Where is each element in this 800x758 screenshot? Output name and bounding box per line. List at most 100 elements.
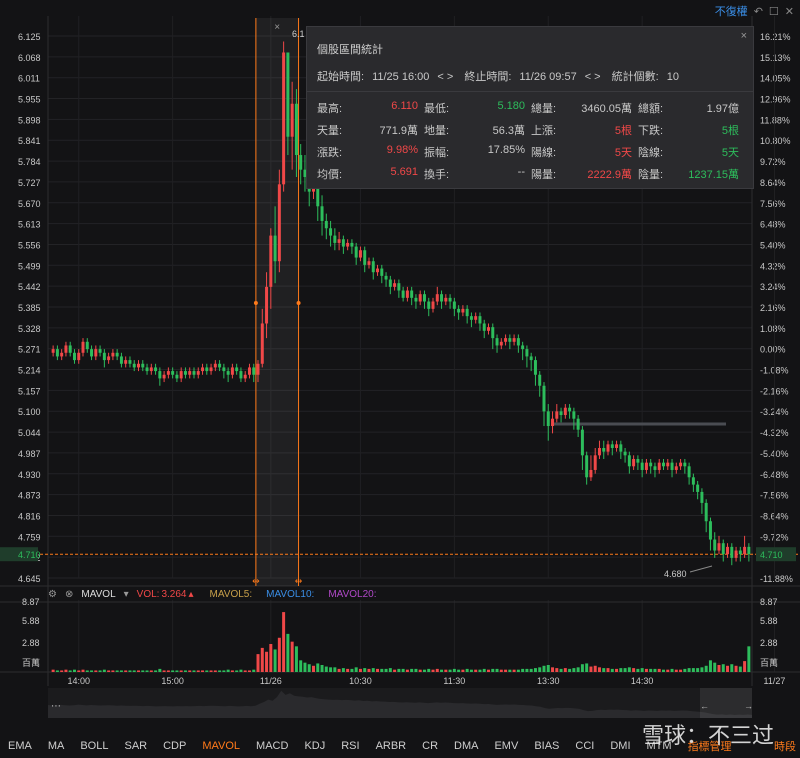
percent-tick-label: 4.32% [760, 261, 786, 271]
adjust-mode-link[interactable]: 不復權 [714, 6, 748, 18]
tab-kdj[interactable]: KDJ [304, 740, 326, 752]
tab-macd[interactable]: MACD [256, 740, 289, 752]
tab-boll[interactable]: BOLL [80, 740, 109, 752]
candle-body [457, 308, 461, 313]
tab-emv[interactable]: EMV [494, 740, 519, 752]
volume-bar [708, 660, 712, 672]
candle-body [239, 371, 243, 379]
stats-key: 最高: [317, 103, 343, 115]
candle-body [662, 462, 665, 467]
price-tick-label: 4.816 [18, 511, 41, 521]
candle-body [465, 308, 469, 317]
volume-bar [602, 668, 606, 672]
candle-body [320, 206, 324, 221]
tab-cr[interactable]: CR [422, 740, 439, 752]
tab-arbr[interactable]: ARBR [375, 740, 407, 752]
volume-bar [85, 670, 89, 672]
candle-body [107, 356, 111, 361]
gear-icon[interactable]: ⚙ [48, 589, 57, 600]
stats-cell: 陰量: 1237.15萬 [638, 166, 745, 182]
close-icon[interactable]: × [740, 30, 747, 42]
candle-body [384, 275, 388, 280]
selection-drag-icon: ⇹ [295, 576, 303, 586]
volume-tick-label: 5.88 [760, 616, 778, 626]
volume-bar [435, 668, 439, 672]
candle-body [145, 367, 149, 372]
stats-value: 771.9萬 [379, 125, 418, 137]
tab-ma[interactable]: MA [47, 740, 65, 752]
percent-tick-label: 12.96% [760, 95, 791, 105]
stats-cell: 換手: -- [424, 166, 531, 182]
tab-指標管理[interactable]: 指標管理 [687, 741, 732, 753]
tab-cci[interactable]: CCI [575, 740, 595, 752]
time-tick-label: 11/27 [764, 676, 786, 686]
volume-bar [196, 670, 200, 672]
indicator-name[interactable]: MAVOL [81, 589, 116, 600]
tab-mavol[interactable]: MAVOL [202, 740, 241, 752]
candle-body [158, 371, 162, 379]
volume-bar [265, 651, 269, 672]
candle-body [636, 458, 640, 463]
candle-body [102, 352, 106, 361]
undo-icon[interactable]: ↶ [753, 5, 763, 18]
tab-sar[interactable]: SAR [124, 740, 148, 752]
volume-bar [491, 668, 495, 672]
volume-bar [593, 665, 597, 672]
stats-cell: 振幅: 17.85% [424, 144, 531, 160]
stats-key: 陰量: [638, 169, 664, 181]
candle-body [324, 220, 328, 229]
volume-tick-label: 2.88 [22, 638, 40, 648]
tab-rsi[interactable]: RSI [341, 740, 360, 752]
volume-bar [307, 664, 311, 672]
volume-bar [260, 647, 264, 672]
tab-dma[interactable]: DMA [454, 740, 479, 752]
candle-body [222, 367, 226, 372]
close-circle-icon[interactable]: ⊗ [64, 589, 74, 600]
percent-tick-label: 9.72% [760, 157, 786, 167]
tab-bias[interactable]: BIAS [534, 740, 560, 752]
volume-bar [363, 668, 367, 672]
volume-bar [615, 668, 619, 672]
volume-bar [72, 669, 76, 672]
tab-dmi[interactable]: DMI [610, 740, 631, 752]
percent-tick-label: 3.24% [760, 282, 786, 292]
candle-body [422, 294, 426, 302]
volume-bar [713, 662, 717, 672]
tab-ema[interactable]: EMA [8, 740, 32, 752]
chevrons-icon[interactable]: < > [584, 71, 601, 83]
candle-body [282, 52, 286, 185]
volume-bar [619, 668, 623, 672]
volume-bar [516, 669, 520, 672]
volume-bar [563, 668, 567, 672]
candle-body [431, 301, 435, 309]
current-price-label: 4.710 [18, 550, 41, 560]
volume-bar [414, 668, 418, 672]
candle-body [533, 360, 537, 375]
price-tick-label: 5.556 [18, 240, 41, 250]
candle-body [700, 491, 704, 503]
candle-body [576, 418, 580, 430]
candle-body [230, 367, 234, 375]
volume-bar [384, 668, 388, 672]
high-price-label: 6.1 [292, 29, 305, 39]
tab-mtm[interactable]: MTM [646, 740, 672, 752]
period-tab[interactable]: 時段 [774, 741, 796, 753]
candle-body [388, 279, 392, 287]
volume-bar [427, 668, 431, 672]
volume-bar [551, 667, 555, 672]
chevron-down-icon[interactable]: ▾ [123, 589, 129, 600]
close-icon[interactable]: ✕ [784, 5, 794, 18]
square-icon[interactable]: ☐ [768, 5, 779, 18]
price-tick-label: 5.385 [18, 303, 41, 313]
chevrons-icon[interactable]: < > [437, 71, 454, 83]
candle-body [273, 235, 277, 262]
candle-body [469, 316, 473, 320]
tab-cdp[interactable]: CDP [163, 740, 187, 752]
stats-value: 5.180 [497, 100, 525, 112]
stats-row: 最高: 6.110 最低: 5.180 總量: 3460.05萬 總額: 1.97億 [317, 97, 745, 119]
candle-body [175, 374, 179, 379]
volume-bar [294, 646, 298, 672]
candle-body [717, 543, 721, 551]
volume-bar [644, 668, 648, 672]
